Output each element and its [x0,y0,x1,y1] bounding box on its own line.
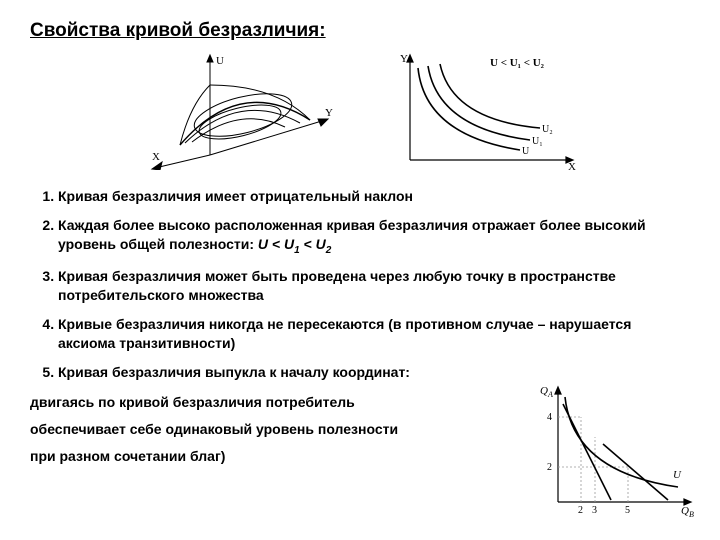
xtick-2: 2 [578,505,583,516]
axis-x-label-2: X [568,161,576,170]
axis-y-label: Y [325,107,333,119]
xtick-5: 5 [625,505,630,516]
axis-qb-label: QB [681,505,694,517]
list-item-text: Кривые безразличия никогда не пересекают… [58,316,631,351]
curve-u1-label: U₁ [532,136,543,147]
list-item: Кривая безразличия может быть проведена … [58,267,690,305]
list-item: Каждая более высоко расположенная кривая… [58,216,690,257]
list-item: Кривая безразличия выпукла к началу коор… [58,363,690,382]
list-item-formula: U < U1 < U2 [258,236,331,252]
list-item-text: Кривая безразличия имеет отрицательный н… [58,188,413,204]
top-diagrams-row: U X Y Y X U U₁ U₂ U < U₁ < U₂ [30,50,690,175]
diagram-3d-utility: U X Y [140,50,340,175]
axis-y-label-2: Y [400,53,408,65]
list-item-text: Каждая более высоко расположенная кривая… [58,217,646,252]
ytick-2: 2 [547,462,552,473]
diagram-convex: QA QB U 4 2 2 3 5 [533,382,698,522]
xtick-3: 3 [592,505,597,516]
list-item: Кривая безразличия имеет отрицательный н… [58,187,690,206]
axis-qa-label: QA [540,385,553,399]
curve-u2-label: U₂ [542,124,553,135]
curve-u-label-bottom: U [673,469,682,481]
axis-x-label: X [152,151,160,163]
list-item: Кривые безразличия никогда не пересекают… [58,315,690,353]
properties-list: Кривая безразличия имеет отрицательный н… [30,187,690,382]
list-item-text: Кривая безразличия может быть проведена … [58,268,616,303]
diagram-indifference-curves: Y X U U₁ U₂ U < U₁ < U₂ [390,50,580,175]
page-title: Свойства кривой безразличия: [30,20,690,42]
curve-u-label: U [522,146,530,157]
inequality-label: U < U₁ < U₂ [490,57,545,69]
ytick-4: 4 [547,412,552,423]
list-item-text: Кривая безразличия выпукла к началу коор… [58,364,410,380]
axis-u-label: U [216,55,224,67]
